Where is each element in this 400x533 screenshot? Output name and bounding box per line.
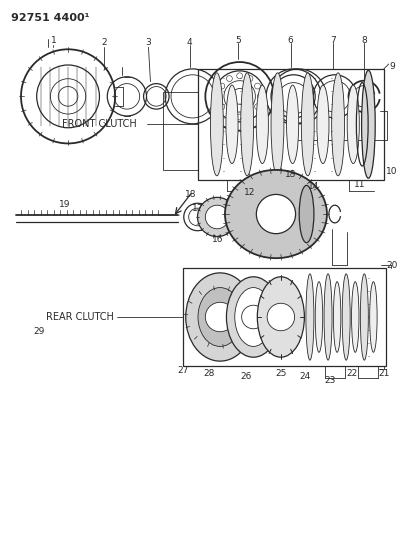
Ellipse shape [301, 73, 314, 176]
Ellipse shape [286, 85, 299, 164]
Circle shape [198, 197, 237, 237]
Text: 21: 21 [378, 369, 390, 378]
Ellipse shape [332, 73, 344, 176]
Circle shape [256, 195, 296, 233]
Ellipse shape [198, 288, 242, 346]
Text: 11: 11 [354, 180, 365, 189]
Ellipse shape [334, 282, 341, 352]
Ellipse shape [256, 85, 268, 164]
Bar [183, 268, 386, 366]
Text: 18: 18 [185, 190, 196, 199]
Text: 13: 13 [285, 171, 296, 179]
Ellipse shape [317, 85, 329, 164]
Text: 5: 5 [235, 36, 240, 45]
Text: FRONT CLUTCH: FRONT CLUTCH [62, 119, 137, 130]
Text: 6: 6 [288, 36, 294, 45]
Bar [198, 69, 384, 180]
Text: 2: 2 [102, 38, 107, 47]
Bar [163, 92, 198, 170]
Text: 92751 4400¹: 92751 4400¹ [11, 13, 90, 23]
Ellipse shape [360, 274, 368, 360]
Text: 28: 28 [204, 369, 215, 378]
Ellipse shape [324, 274, 332, 360]
Circle shape [267, 303, 294, 331]
Text: 29: 29 [33, 327, 44, 336]
Ellipse shape [342, 274, 350, 360]
Text: 27: 27 [177, 366, 188, 375]
Text: 22: 22 [347, 369, 358, 378]
Text: 4: 4 [187, 38, 192, 47]
Text: 12: 12 [244, 188, 255, 197]
Ellipse shape [257, 277, 304, 357]
Ellipse shape [347, 85, 359, 164]
Text: REAR CLUTCH: REAR CLUTCH [46, 312, 114, 322]
Text: 20: 20 [387, 261, 398, 270]
Text: 8: 8 [361, 36, 367, 45]
Ellipse shape [306, 274, 314, 360]
Ellipse shape [241, 73, 254, 176]
Ellipse shape [226, 85, 238, 164]
Ellipse shape [186, 273, 254, 361]
Ellipse shape [362, 70, 375, 178]
Ellipse shape [210, 73, 223, 176]
Text: 10: 10 [386, 167, 397, 176]
Text: 26: 26 [241, 373, 252, 381]
Ellipse shape [315, 282, 323, 352]
Ellipse shape [271, 73, 284, 176]
Circle shape [205, 205, 229, 229]
Ellipse shape [352, 282, 359, 352]
Text: 3: 3 [146, 38, 151, 47]
Text: 16: 16 [212, 235, 224, 244]
Text: 24: 24 [300, 373, 311, 381]
Circle shape [205, 302, 235, 332]
Ellipse shape [299, 185, 314, 243]
Text: 1: 1 [50, 36, 56, 45]
Ellipse shape [235, 288, 272, 346]
Text: 17: 17 [192, 204, 203, 213]
Text: 14: 14 [308, 182, 319, 191]
Text: 23: 23 [324, 376, 336, 385]
Text: 7: 7 [330, 36, 336, 45]
Ellipse shape [225, 170, 327, 258]
Ellipse shape [370, 282, 377, 352]
Text: 9: 9 [390, 62, 396, 71]
Text: 19: 19 [59, 200, 71, 209]
Ellipse shape [226, 277, 280, 357]
Text: 25: 25 [275, 369, 286, 378]
